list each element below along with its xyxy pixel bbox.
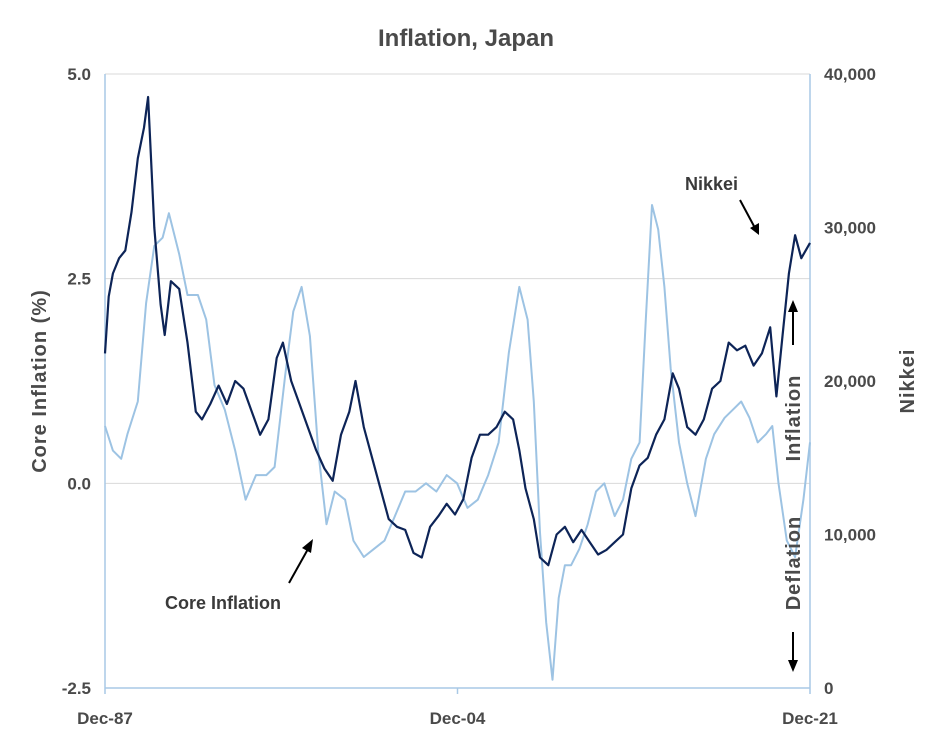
core-inflation-line: [104, 204, 811, 681]
deflation-label: Deflation: [783, 516, 805, 611]
inflation-label: Inflation: [783, 375, 805, 462]
x-tick-label: Dec-04: [430, 709, 486, 728]
core-annotation-label: Core Inflation: [165, 593, 281, 613]
right-tick-label: 30,000: [824, 219, 876, 238]
series-layer: [103, 95, 811, 681]
nikkei-line: [103, 95, 811, 567]
left-tick-labels: 5.0 2.5 0.0 -2.5: [62, 65, 91, 698]
right-tick-label: 20,000: [824, 372, 876, 391]
nikkei-annotation-label: Nikkei: [685, 174, 738, 194]
left-tick-label: -2.5: [62, 679, 91, 698]
core-arrowhead: [302, 539, 313, 553]
chart-title: Inflation, Japan: [378, 25, 554, 52]
right-axis-title: Nikkei: [897, 349, 919, 414]
right-tick-label: 40,000: [824, 65, 876, 84]
inflation-arrowhead: [788, 300, 798, 312]
nikkei-annotation-arrow: [739, 199, 756, 229]
left-tick-label: 2.5: [67, 270, 91, 289]
left-tick-label: 5.0: [67, 65, 91, 84]
x-tick-label: Dec-87: [77, 709, 133, 728]
left-tick-label: 0.0: [67, 474, 91, 493]
right-tick-labels: 40,000 30,000 20,000 10,000 0: [824, 65, 876, 698]
right-tick-label: 10,000: [824, 526, 876, 545]
core-annotation-arrow: [288, 548, 309, 584]
x-tick-label: Dec-21: [782, 709, 838, 728]
deflation-arrowhead: [788, 660, 798, 672]
right-tick-label: 0: [824, 679, 833, 698]
left-axis-title: Core Inflation (%): [29, 289, 51, 473]
nikkei-arrowhead: [750, 223, 759, 235]
x-tick-labels: Dec-87 Dec-04 Dec-21: [77, 688, 838, 728]
